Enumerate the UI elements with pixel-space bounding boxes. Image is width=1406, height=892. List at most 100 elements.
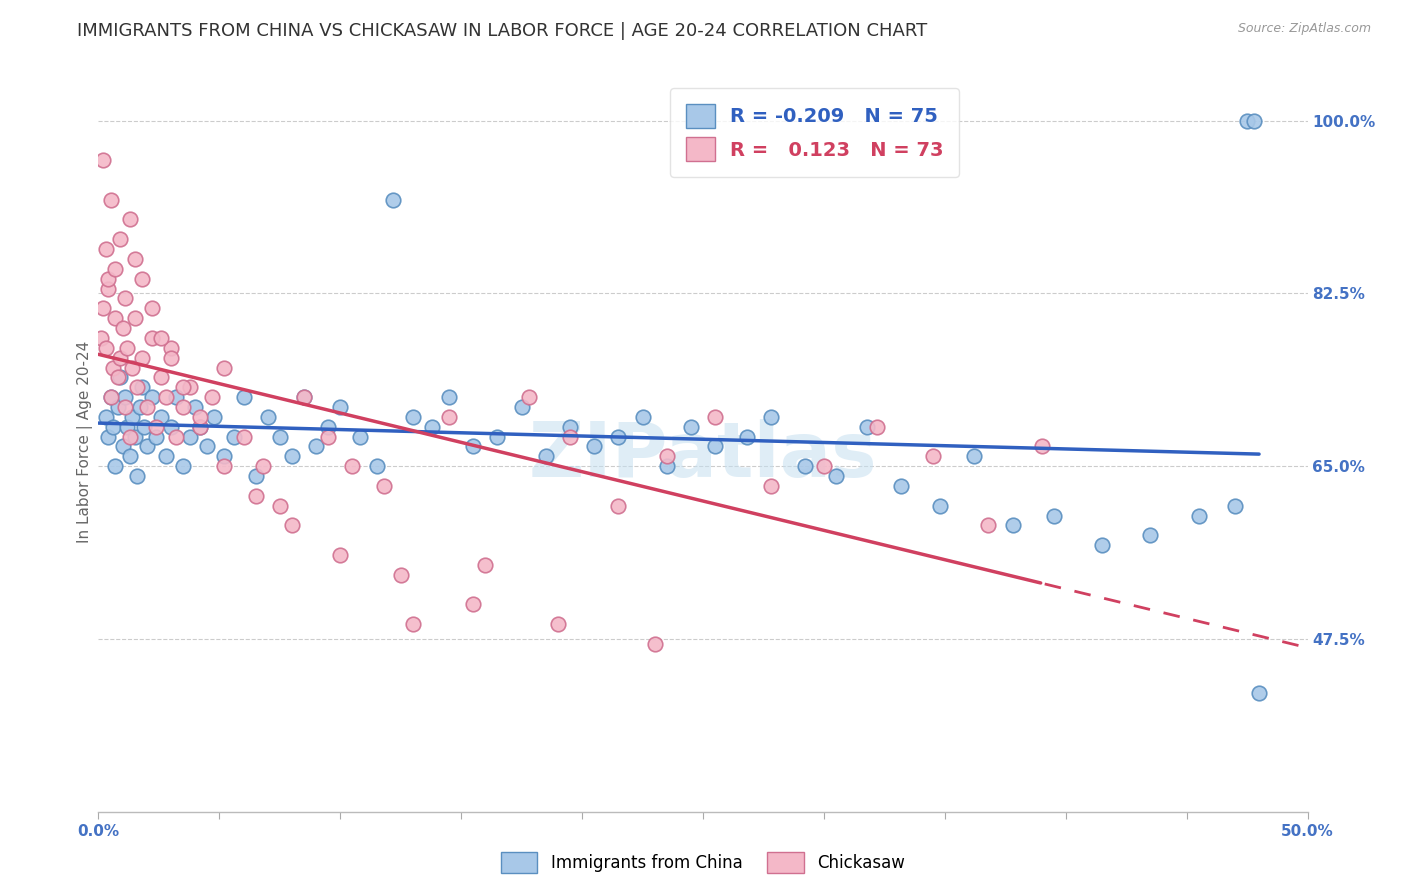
Point [107, 370, 129, 384]
Point [269, 429, 291, 443]
Point [607, 429, 630, 443]
Point [94, 242, 117, 256]
Point [510, 400, 533, 414]
Point [94, 409, 117, 424]
Point [91, 301, 114, 316]
Point [165, 429, 187, 443]
Point [866, 419, 889, 434]
Point [1188, 508, 1211, 523]
Point [269, 499, 291, 513]
Point [114, 390, 136, 404]
Point [1139, 528, 1161, 542]
Point [101, 419, 124, 434]
Point [172, 459, 194, 474]
Point [1001, 518, 1024, 533]
Point [155, 390, 177, 404]
Point [366, 459, 388, 474]
Point [558, 429, 581, 443]
Point [232, 390, 254, 404]
Legend: R = -0.209   N = 75, R =   0.123   N = 73: R = -0.209 N = 75, R = 0.123 N = 73 [671, 88, 959, 177]
Point [94, 341, 117, 355]
Point [100, 193, 122, 207]
Point [141, 331, 163, 345]
Text: IMMIGRANTS FROM CHINA VS CHICKASAW IN LABOR FORCE | AGE 20-24 CORRELATION CHART: IMMIGRANTS FROM CHINA VS CHICKASAW IN LA… [77, 22, 928, 40]
Point [1249, 686, 1271, 700]
Point [195, 440, 218, 454]
Point [101, 360, 124, 375]
Point [108, 351, 131, 365]
Point [856, 419, 879, 434]
Point [107, 400, 129, 414]
Point [474, 558, 496, 572]
Point [135, 440, 157, 454]
Point [921, 450, 943, 464]
Point [117, 419, 139, 434]
Point [108, 232, 131, 246]
Point [486, 429, 509, 443]
Point [131, 380, 153, 394]
Point [128, 400, 150, 414]
Point [759, 479, 782, 493]
Point [655, 459, 678, 474]
Point [131, 271, 153, 285]
Point [292, 390, 315, 404]
Point [1042, 508, 1064, 523]
Point [373, 479, 395, 493]
Point [150, 370, 173, 384]
Point [212, 360, 235, 375]
Point [212, 450, 235, 464]
Point [256, 409, 278, 424]
Y-axis label: In Labor Force | Age 20-24: In Labor Force | Age 20-24 [77, 341, 93, 542]
Point [402, 617, 425, 632]
Point [104, 261, 127, 276]
Point [793, 459, 815, 474]
Point [631, 409, 654, 424]
Point [1243, 113, 1265, 128]
Point [165, 390, 187, 404]
Point [517, 390, 540, 404]
Point [929, 499, 952, 513]
Point [329, 400, 352, 414]
Point [558, 419, 581, 434]
Point [184, 400, 207, 414]
Point [111, 321, 134, 335]
Point [825, 469, 848, 483]
Point [172, 400, 194, 414]
Point [97, 271, 120, 285]
Point [127, 380, 149, 394]
Point [188, 409, 211, 424]
Point [463, 440, 485, 454]
Point [131, 351, 153, 365]
Point [118, 450, 141, 464]
Point [150, 409, 173, 424]
Point [342, 459, 364, 474]
Point [292, 390, 315, 404]
Point [150, 331, 173, 345]
Point [890, 479, 912, 493]
Point [735, 429, 758, 443]
Point [212, 459, 235, 474]
Point [172, 380, 194, 394]
Point [111, 440, 134, 454]
Point [127, 469, 149, 483]
Point [179, 380, 201, 394]
Point [679, 419, 702, 434]
Point [420, 419, 443, 434]
Point [155, 450, 177, 464]
Text: Source: ZipAtlas.com: Source: ZipAtlas.com [1237, 22, 1371, 36]
Point [121, 360, 143, 375]
Point [547, 617, 569, 632]
Point [114, 292, 136, 306]
Point [124, 429, 146, 443]
Point [281, 518, 304, 533]
Point [108, 370, 131, 384]
Point [188, 419, 211, 434]
Point [1031, 440, 1053, 454]
Point [644, 637, 666, 651]
Point [118, 212, 141, 227]
Point [114, 400, 136, 414]
Point [160, 341, 183, 355]
Point [245, 469, 267, 483]
Point [402, 409, 425, 424]
Point [704, 440, 727, 454]
